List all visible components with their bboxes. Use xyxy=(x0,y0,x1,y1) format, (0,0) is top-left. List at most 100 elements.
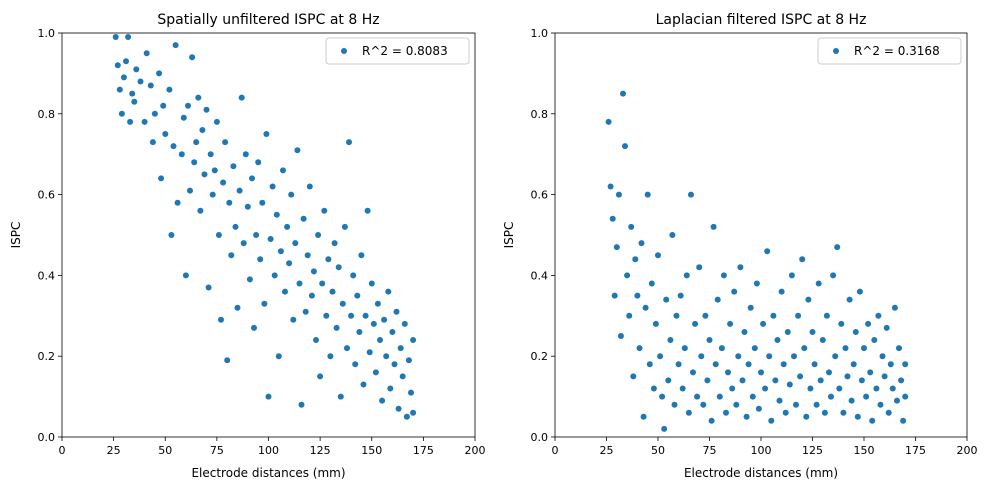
data-point xyxy=(331,240,338,247)
data-point xyxy=(151,110,158,117)
data-point xyxy=(403,413,410,420)
data-point xyxy=(315,232,322,238)
data-point xyxy=(782,409,789,416)
data-point xyxy=(659,393,666,400)
data-point xyxy=(644,191,651,198)
data-point xyxy=(410,337,417,343)
data-point xyxy=(156,70,163,77)
data-point xyxy=(735,353,742,360)
y-tick-label: 0.0 xyxy=(38,431,56,444)
data-point xyxy=(149,139,156,146)
data-point xyxy=(277,248,284,255)
data-point xyxy=(242,151,249,158)
data-point xyxy=(871,337,878,343)
data-point xyxy=(251,324,257,331)
data-point xyxy=(710,223,717,230)
data-point xyxy=(391,361,398,368)
data-point xyxy=(220,179,227,186)
data-point xyxy=(706,337,713,343)
data-point xyxy=(788,272,795,279)
legend-label: R^2 = 0.3168 xyxy=(854,44,940,58)
data-point xyxy=(856,288,863,295)
data-point xyxy=(821,409,828,416)
data-point xyxy=(685,409,692,416)
data-point xyxy=(669,232,676,238)
data-point xyxy=(883,324,890,331)
data-point xyxy=(677,292,684,299)
data-point xyxy=(879,353,886,360)
data-point xyxy=(178,151,185,158)
data-point xyxy=(335,264,342,271)
x-tick-label: 200 xyxy=(465,444,486,457)
data-point xyxy=(182,272,189,279)
y-tick-label: 0.2 xyxy=(38,350,56,363)
legend-box xyxy=(817,37,962,65)
data-point xyxy=(714,296,721,303)
x-tick-label: 25 xyxy=(600,444,614,457)
data-point xyxy=(720,272,727,279)
data-point xyxy=(344,345,350,352)
data-point xyxy=(630,373,637,380)
data-point xyxy=(294,147,301,154)
data-point xyxy=(337,393,344,400)
data-point xyxy=(379,397,386,404)
data-point xyxy=(655,252,661,259)
data-point xyxy=(401,320,408,327)
x-tick-label: 175 xyxy=(413,444,434,457)
data-point xyxy=(236,187,243,194)
data-point xyxy=(817,377,824,384)
data-point xyxy=(863,393,870,400)
data-point xyxy=(867,369,874,376)
plot-frame xyxy=(554,32,968,438)
data-point xyxy=(657,353,664,360)
data-point xyxy=(290,316,297,323)
y-tick-label: 0.8 xyxy=(38,108,56,121)
data-point xyxy=(286,260,293,267)
data-point xyxy=(873,385,880,392)
data-point xyxy=(819,337,826,343)
data-point xyxy=(900,417,907,424)
legend-marker xyxy=(833,48,839,54)
data-point xyxy=(760,320,767,327)
x-tick-label: 100 xyxy=(751,444,772,457)
data-point xyxy=(663,296,670,303)
x-tick-label: 150 xyxy=(854,444,875,457)
data-point xyxy=(737,264,744,271)
data-point xyxy=(764,248,771,255)
data-point xyxy=(702,312,709,319)
x-tick-label: 125 xyxy=(310,444,331,457)
x-axis-label: Electrode distances (mm) xyxy=(191,466,345,480)
data-point xyxy=(877,401,884,408)
data-point xyxy=(389,329,396,335)
data-point xyxy=(770,312,777,319)
data-point xyxy=(127,118,134,125)
data-point xyxy=(723,409,729,416)
data-point xyxy=(302,308,309,315)
data-point xyxy=(842,345,849,352)
data-point xyxy=(902,361,909,368)
data-point xyxy=(298,401,305,408)
data-point xyxy=(661,425,668,432)
data-point xyxy=(875,312,882,319)
data-point xyxy=(642,304,649,311)
data-point xyxy=(131,98,138,105)
plot-frame xyxy=(61,32,476,438)
data-point xyxy=(828,393,834,400)
data-point xyxy=(858,377,865,384)
x-tick-label: 75 xyxy=(210,444,224,457)
data-point xyxy=(830,272,837,279)
data-point xyxy=(665,377,672,384)
data-point xyxy=(162,131,169,137)
data-point xyxy=(758,369,764,376)
data-point xyxy=(116,86,123,93)
y-tick-label: 1.0 xyxy=(38,27,56,40)
data-point xyxy=(123,58,129,65)
data-point xyxy=(271,272,278,279)
data-point xyxy=(774,337,781,343)
data-point xyxy=(304,252,311,259)
legend-box xyxy=(325,37,470,65)
data-point xyxy=(887,361,894,368)
data-point xyxy=(215,232,222,238)
data-point xyxy=(898,377,905,384)
data-point xyxy=(776,397,783,404)
